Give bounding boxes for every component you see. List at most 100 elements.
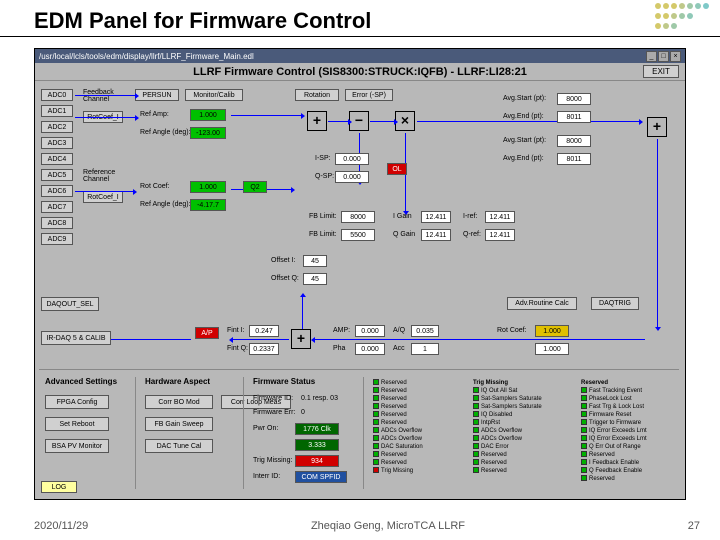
iref-label: I-ref: [463, 213, 477, 220]
fw-err-label: Firmware Err: [253, 409, 295, 416]
decorative-dots [654, 2, 710, 32]
acc-field[interactable]: 1 [411, 343, 439, 355]
fw-rate-field: 3.333 [295, 439, 339, 451]
offset-q-field[interactable]: 45 [303, 273, 327, 285]
ref-ang-label: Ref Angle (deg): [140, 129, 191, 136]
close-icon[interactable]: × [670, 51, 681, 62]
ain-q-field[interactable]: 0.035 [411, 325, 439, 337]
daqtrig-button[interactable]: DAQTRIG [591, 297, 639, 310]
adc3-button[interactable]: ADC3 [41, 137, 73, 149]
avg-start-label: Avg.Start (pt): [503, 95, 546, 102]
persun-button[interactable]: PERSUN [135, 89, 179, 101]
ref-amp-label: Ref Amp: [140, 111, 169, 118]
exit-button[interactable]: EXIT [643, 65, 679, 78]
status-col-left: Reserved Reserved Reserved Reserved Rese… [373, 379, 463, 475]
fw-on-label: Pwr On: [253, 425, 278, 432]
iref-field[interactable]: 12.411 [421, 211, 451, 223]
amp-field[interactable]: 0.000 [355, 325, 385, 337]
slide-page: 27 [688, 520, 700, 532]
qref2-field[interactable]: 12.411 [485, 229, 515, 241]
reference-channel-label: Reference Channel [83, 169, 115, 183]
panel-header: LLRF Firmware Control (SIS8300:STRUCK:IQ… [35, 63, 685, 81]
avg-start2-label: Avg.Start (pt): [503, 137, 546, 144]
slide-footer: 2020/11/29 Zheqiao Geng, MicroTCA LLRF 2… [34, 520, 700, 532]
adc6-button[interactable]: ADC6 [41, 185, 73, 197]
offset-i-label: Offset I: [271, 257, 295, 264]
pha-field[interactable]: 0.000 [355, 343, 385, 355]
avg-start-field[interactable]: 8000 [557, 93, 591, 105]
isp-field[interactable]: 0.000 [335, 153, 369, 165]
fint-q-field[interactable]: 0.2337 [249, 343, 279, 355]
set-reboot-button[interactable]: Set Reboot [45, 417, 109, 431]
title-underline [0, 36, 720, 37]
log-button[interactable]: LOG [41, 481, 77, 493]
avg-end2-field[interactable]: 8011 [557, 153, 591, 165]
daqoutsel-button[interactable]: DAQOUT_SEL [41, 297, 99, 311]
adc8-button[interactable]: ADC8 [41, 217, 73, 229]
adc4-button[interactable]: ADC4 [41, 153, 73, 165]
daq-calib-button[interactable]: IR-DAQ 5 & CALIB [41, 331, 111, 345]
rotcoef-label: Rot Coef: [140, 183, 170, 190]
dac-tune-button[interactable]: DAC Tune Cal [145, 439, 213, 453]
fpga-config-button[interactable]: FPGA Config [45, 395, 109, 409]
rotcoef2-button[interactable]: RotCoef_I [83, 191, 123, 203]
fw-ver-value: 0.1 resp. 03 [301, 395, 338, 402]
firmware-section-label: Firmware Status [253, 377, 315, 386]
fint-q-label: Fint Q: [227, 345, 248, 352]
qref-field[interactable]: 12.411 [421, 229, 451, 241]
iref2-field[interactable]: 12.411 [485, 211, 515, 223]
ref-ang-field[interactable]: -123.00 [190, 127, 226, 139]
avg-end-label: Avg.End (pt): [503, 113, 544, 120]
rotc-q-field[interactable]: -4.17.7 [190, 199, 226, 211]
monitor-button[interactable]: Monitor/Calib [185, 89, 243, 101]
fb-limit2-label: FB Limit: [309, 231, 337, 238]
ref-ang2-label: Ref Angle (deg): [140, 201, 191, 208]
hardware-section-label: Hardware Aspect [145, 377, 210, 386]
adc0-button[interactable]: ADC0 [41, 89, 73, 101]
adc5-button[interactable]: ADC5 [41, 169, 73, 181]
fw-on-field: 1776 Clk [295, 423, 339, 435]
qsp-label: Q-SP: [315, 173, 334, 180]
corrbo-button[interactable]: Corr BO Mod [145, 395, 213, 409]
qsp-field[interactable]: 0.000 [335, 171, 369, 183]
rot-coef-label: Rot Coef: [497, 327, 527, 334]
fb-gain-button[interactable]: FB Gain Sweep [145, 417, 213, 431]
qiq-indicator: Q2 [243, 181, 267, 193]
rot-coef2-field[interactable]: 1.000 [535, 343, 569, 355]
edm-window: /usr/local/lcls/tools/edm/display/llrf/L… [34, 48, 686, 500]
adc9-button[interactable]: ADC9 [41, 233, 73, 245]
slide-author: Zheqiao Geng, MicroTCA LLRF [311, 520, 465, 532]
adc2-button[interactable]: ADC2 [41, 121, 73, 133]
rot-coef-field[interactable]: 1.000 [535, 325, 569, 337]
fb-limit-field[interactable]: 8000 [341, 211, 375, 223]
adc1-button[interactable]: ADC1 [41, 105, 73, 117]
feedback-channel-label: Feedback Channel [83, 89, 114, 103]
bsa-pv-button[interactable]: BSA PV Monitor [45, 439, 109, 453]
maximize-icon[interactable]: □ [658, 51, 669, 62]
rotc-i-field[interactable]: 1.000 [190, 181, 226, 193]
isp-label: I-SP: [315, 155, 331, 162]
avg-start2-field[interactable]: 8000 [557, 135, 591, 147]
ol-indicator: OL [387, 163, 407, 175]
igain-label: I Gain [393, 213, 412, 220]
titlebar-controls: _ □ × [646, 51, 681, 62]
fb-limit2-field[interactable]: 5500 [341, 229, 375, 241]
adc7-button[interactable]: ADC7 [41, 201, 73, 213]
offset-q-label: Offset Q: [271, 275, 299, 282]
qref-label: Q-ref: [463, 231, 481, 238]
rotation-button[interactable]: Rotation [295, 89, 339, 101]
fint-i-field[interactable]: 0.247 [249, 325, 279, 337]
window-titlebar: /usr/local/lcls/tools/edm/display/llrf/L… [35, 49, 685, 63]
error-sp-button[interactable]: Error (-SP) [345, 89, 393, 101]
amp-label: AMP: [333, 327, 350, 334]
fw-ver-label: Firmware ID: [253, 395, 293, 402]
offset-i-field[interactable]: 45 [303, 255, 327, 267]
ref-amp-field[interactable]: 1.000 [190, 109, 226, 121]
slide-title: EDM Panel for Firmware Control [34, 8, 371, 34]
titlebar-path: /usr/local/lcls/tools/edm/display/llrf/L… [39, 52, 254, 61]
minimize-icon[interactable]: _ [646, 51, 657, 62]
adv-routine-button[interactable]: Adv.Routine Calc [507, 297, 577, 310]
avg-end-field[interactable]: 8011 [557, 111, 591, 123]
a-q-label: A/Q [393, 327, 405, 334]
minus-op: − [349, 111, 369, 131]
